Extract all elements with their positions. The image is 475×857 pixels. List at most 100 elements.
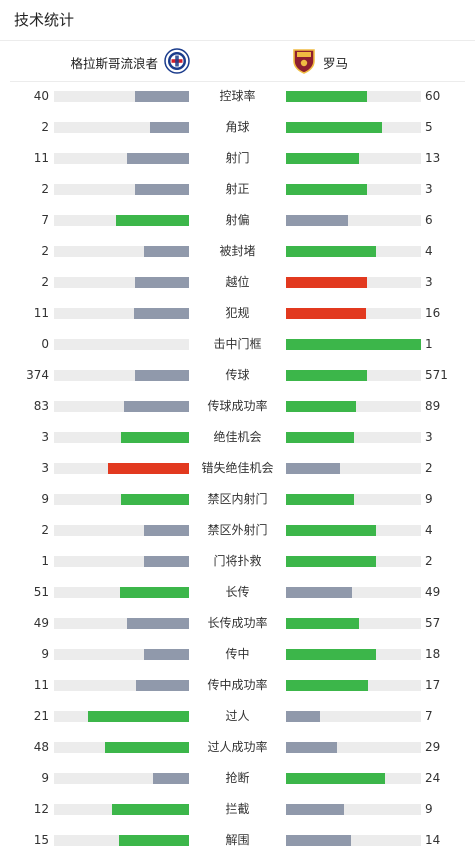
home-bar-fill [134, 308, 189, 319]
home-value: 2 [41, 182, 49, 196]
away-bar-fill [286, 246, 376, 257]
home-value: 11 [33, 678, 49, 692]
home-bar-fill [116, 215, 189, 226]
away-bar-track [286, 339, 421, 350]
home-value: 2 [41, 523, 49, 537]
away-value: 16 [425, 306, 441, 320]
home-bar-track [54, 742, 189, 753]
stat-label: 禁区外射门 [207, 523, 268, 537]
away-bar-fill [286, 339, 421, 350]
home-bar-track [54, 463, 189, 474]
roma-crest-icon [293, 48, 315, 77]
home-bar-fill [135, 277, 189, 288]
stat-label: 过人成功率 [207, 740, 268, 754]
page-title: 技术统计 [14, 11, 75, 29]
stat-label: 过人 [225, 709, 250, 723]
home-bar-track [54, 525, 189, 536]
home-value: 3 [41, 430, 49, 444]
home-bar-track [54, 215, 189, 226]
stat-row: 48 过人成功率 29 [0, 732, 475, 763]
stat-label: 犯规 [225, 306, 250, 320]
home-bar-fill [105, 742, 189, 753]
home-bar-track [54, 370, 189, 381]
stat-label: 长传成功率 [207, 616, 268, 630]
away-bar-track [286, 742, 421, 753]
stat-label: 长传 [225, 585, 250, 599]
home-value: 83 [33, 399, 49, 413]
away-bar-track [286, 494, 421, 505]
stat-label: 拦截 [225, 802, 250, 816]
stat-label: 门将扑救 [213, 554, 262, 568]
home-value: 49 [33, 616, 49, 630]
away-bar-track [286, 122, 421, 133]
home-bar-fill [121, 494, 189, 505]
away-bar-fill [286, 804, 344, 815]
home-bar-fill [144, 525, 189, 536]
home-value: 1 [41, 554, 49, 568]
stat-row: 2 越位 3 [0, 267, 475, 298]
away-value: 9 [425, 492, 433, 506]
stat-label: 击中门框 [213, 337, 262, 351]
home-value: 374 [26, 368, 49, 382]
home-bar-track [54, 184, 189, 195]
teams-divider [10, 81, 465, 82]
away-bar-fill [286, 525, 376, 536]
away-bar-fill [286, 401, 356, 412]
home-bar-track [54, 153, 189, 164]
home-bar-fill [112, 804, 189, 815]
stat-label: 传球 [225, 368, 250, 382]
away-value: 14 [425, 833, 441, 847]
home-value: 51 [33, 585, 49, 599]
stat-row: 2 射正 3 [0, 174, 475, 205]
home-bar-track [54, 401, 189, 412]
away-bar-fill [286, 277, 367, 288]
away-bar-fill [286, 215, 348, 226]
away-value: 57 [425, 616, 441, 630]
away-team[interactable]: 罗马 [293, 44, 348, 80]
away-bar-track [286, 804, 421, 815]
away-bar-track [286, 153, 421, 164]
away-bar-track [286, 649, 421, 660]
home-bar-track [54, 618, 189, 629]
away-bar-track [286, 463, 421, 474]
home-value: 0 [41, 337, 49, 351]
stat-row: 83 传球成功率 89 [0, 391, 475, 422]
home-bar-fill [153, 773, 189, 784]
away-bar-track [286, 680, 421, 691]
home-team[interactable]: 格拉斯哥流浪者 [70, 44, 190, 80]
home-bar-track [54, 246, 189, 257]
away-value: 49 [425, 585, 441, 599]
away-value: 89 [425, 399, 441, 413]
stat-label: 被封堵 [219, 244, 256, 258]
home-bar-track [54, 587, 189, 598]
stat-row: 7 射偏 6 [0, 205, 475, 236]
home-bar-track [54, 711, 189, 722]
home-bar-track [54, 835, 189, 846]
stat-row: 15 解围 14 [0, 825, 475, 856]
home-bar-track [54, 277, 189, 288]
away-bar-track [286, 711, 421, 722]
home-bar-fill [135, 91, 189, 102]
stat-label: 错失绝佳机会 [201, 461, 274, 475]
stat-row: 3 错失绝佳机会 2 [0, 453, 475, 484]
stat-label: 角球 [225, 120, 250, 134]
stat-row: 9 抢断 24 [0, 763, 475, 794]
home-bar-fill [127, 153, 189, 164]
home-bar-track [54, 680, 189, 691]
stat-row: 11 射门 13 [0, 143, 475, 174]
home-value: 9 [41, 771, 49, 785]
stat-row: 21 过人 7 [0, 701, 475, 732]
away-bar-track [286, 277, 421, 288]
stat-label: 控球率 [219, 89, 256, 103]
away-bar-fill [286, 587, 352, 598]
away-value: 3 [425, 182, 433, 196]
away-bar-track [286, 432, 421, 443]
home-bar-fill [144, 649, 189, 660]
stat-row: 2 被封堵 4 [0, 236, 475, 267]
stat-label: 射正 [225, 182, 250, 196]
stat-label: 射偏 [225, 213, 250, 227]
away-value: 1 [425, 337, 433, 351]
stat-row: 2 禁区外射门 4 [0, 515, 475, 546]
home-bar-fill [121, 432, 189, 443]
stat-label: 传中成功率 [207, 678, 268, 692]
